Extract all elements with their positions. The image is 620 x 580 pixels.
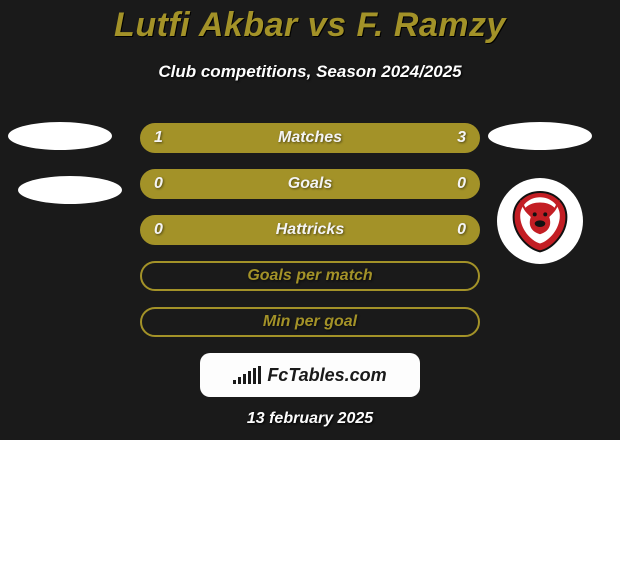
stat-label: Hattricks	[142, 217, 478, 243]
bull-crest-icon	[507, 188, 573, 254]
barchart-icon	[233, 366, 261, 384]
comparison-infographic: Lutfi Akbar vs F. Ramzy Club competition…	[0, 0, 620, 580]
team-badge-madura	[497, 178, 583, 264]
source-logo-plate: FcTables.com	[200, 353, 420, 397]
stat-label: Min per goal	[142, 309, 478, 335]
source-logo-text: FcTables.com	[267, 365, 386, 386]
page-subtitle: Club competitions, Season 2024/2025	[0, 62, 620, 82]
stat-right-value: 0	[457, 171, 466, 197]
white-background-bottom	[0, 440, 620, 580]
stat-label: Goals per match	[142, 263, 478, 289]
player2-avatar-oval	[488, 122, 592, 150]
stat-bar-matches: 1 Matches 3	[140, 123, 480, 153]
snapshot-date: 13 february 2025	[0, 410, 620, 428]
stat-bar-min-per-goal: Min per goal	[140, 307, 480, 337]
stat-right-value: 0	[457, 217, 466, 243]
player1-team-oval	[18, 176, 122, 204]
stat-bar-hattricks: 0 Hattricks 0	[140, 215, 480, 245]
stat-bar-goals-per-match: Goals per match	[140, 261, 480, 291]
player1-avatar-oval	[8, 122, 112, 150]
stat-right-value: 3	[457, 125, 466, 151]
stat-label: Matches	[142, 125, 478, 151]
stat-bar-goals: 0 Goals 0	[140, 169, 480, 199]
stat-label: Goals	[142, 171, 478, 197]
page-title: Lutfi Akbar vs F. Ramzy	[0, 6, 620, 45]
